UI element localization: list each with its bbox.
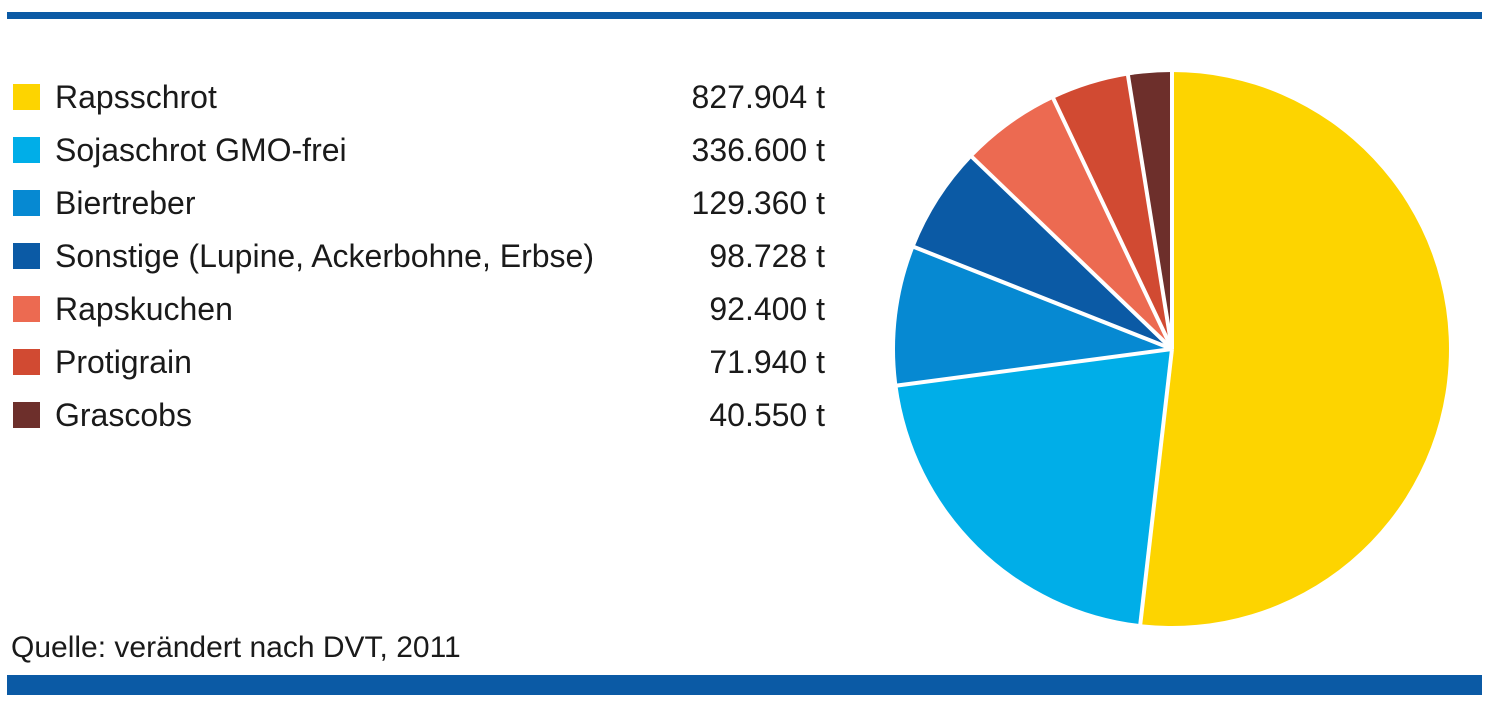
legend-value: 827.904 t	[691, 78, 825, 115]
legend-value: 92.400 t	[709, 290, 825, 327]
legend-value: 129.360 t	[691, 184, 825, 221]
legend-item: Rapsschrot 827.904 t	[13, 70, 825, 123]
legend-label: Rapskuchen	[55, 290, 233, 327]
legend-value: 40.550 t	[709, 396, 825, 433]
pie-slice-2	[895, 247, 1172, 386]
legend-label: Sojaschrot GMO-frei	[55, 131, 347, 168]
pie-slice-separator	[896, 347, 1173, 388]
legend-label: Protigrain	[55, 343, 192, 380]
legend-swatch-sonstige	[13, 242, 40, 269]
legend-item: Sonstige (Lupine, Ackerbohne, Erbse) 98.…	[13, 229, 825, 282]
legend-value: 98.728 t	[709, 237, 825, 274]
legend-item: Sojaschrot GMO-frei 336.600 t	[13, 123, 825, 176]
pie-slice-separator	[1125, 74, 1174, 350]
pie-chart	[895, 71, 1450, 626]
pie-slice-separator	[1138, 348, 1174, 626]
pie-slice-4	[972, 98, 1172, 349]
legend: Rapsschrot 827.904 t Sojaschrot GMO-frei…	[13, 70, 825, 441]
source-note: Quelle: verändert nach DVT, 2011	[11, 631, 461, 664]
legend-label: Biertreber	[55, 184, 196, 221]
legend-item: Protigrain 71.940 t	[13, 335, 825, 388]
legend-swatch-biertreber	[13, 189, 40, 216]
legend-label: Sonstige (Lupine, Ackerbohne, Erbse)	[55, 237, 594, 274]
pie-slice-separator	[1051, 96, 1174, 350]
legend-swatch-sojaschrot	[13, 136, 40, 163]
pie-slice-separator	[912, 244, 1173, 351]
legend-item: Grascobs 40.550 t	[13, 388, 825, 441]
top-rule	[7, 12, 1482, 19]
legend-label: Grascobs	[55, 396, 192, 433]
pie-slice-separator	[970, 155, 1174, 351]
legend-swatch-grascobs	[13, 401, 40, 428]
pie-slice-0	[1140, 72, 1450, 626]
bottom-rule	[7, 675, 1482, 695]
pie-slice-1	[897, 349, 1172, 625]
pie-slice-5	[1053, 75, 1172, 349]
legend-swatch-rapsschrot	[13, 83, 40, 110]
legend-swatch-rapskuchen	[13, 295, 40, 322]
legend-swatch-protigrain	[13, 348, 40, 375]
legend-item: Biertreber 129.360 t	[13, 176, 825, 229]
legend-label: Rapsschrot	[55, 78, 217, 115]
legend-item: Rapskuchen 92.400 t	[13, 282, 825, 335]
legend-value: 336.600 t	[691, 131, 825, 168]
pie-slice-3	[914, 157, 1172, 349]
legend-value: 71.940 t	[709, 343, 825, 380]
